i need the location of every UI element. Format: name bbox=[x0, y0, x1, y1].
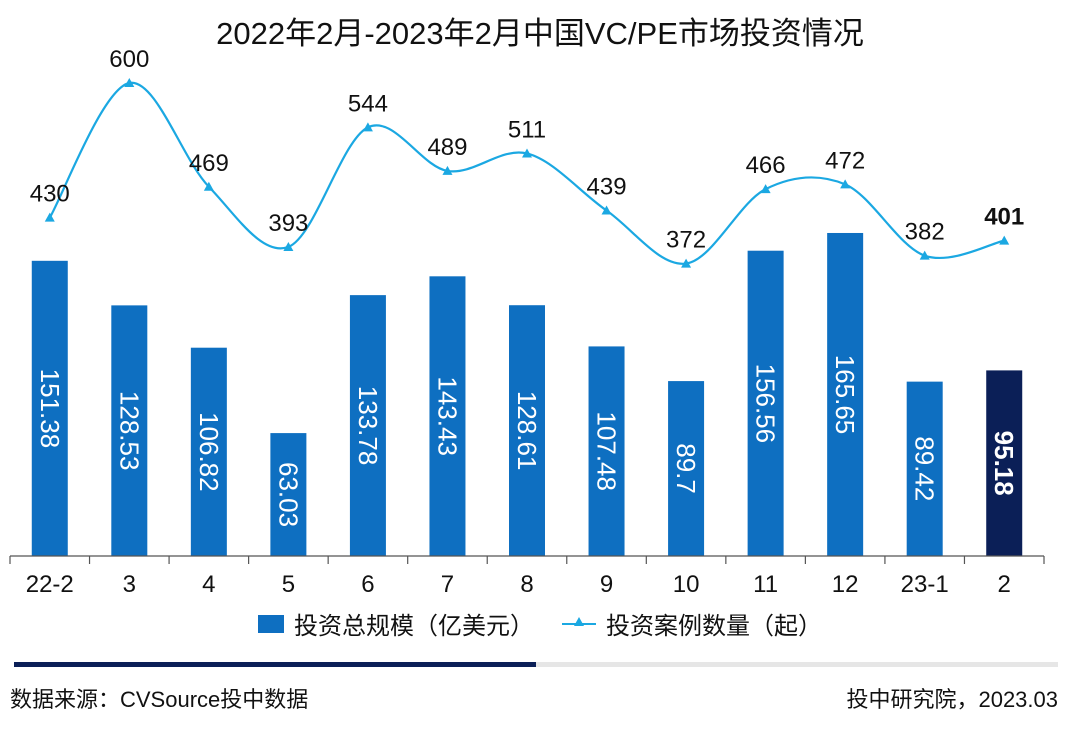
line-label-0: 430 bbox=[30, 181, 70, 208]
source-note: 数据来源：CVSource投中数据 bbox=[10, 687, 309, 712]
bar-10 bbox=[827, 232, 864, 557]
legend-line-swatch bbox=[562, 615, 596, 633]
line-series-path bbox=[48, 81, 1005, 265]
bar-label-5: 143.43 bbox=[432, 376, 462, 456]
legend-bar-label: 投资总规模（亿美元） bbox=[294, 613, 534, 640]
chart-canvas: 151.38 128.53 106.82 63.03 133.78 143.43 128.6… bbox=[9, 46, 1045, 598]
x-tick-label-7: 9 bbox=[600, 571, 613, 598]
x-tick-label-3: 5 bbox=[282, 571, 295, 598]
bar-label-4: 133.78 bbox=[353, 386, 383, 466]
x-tick-label-2: 4 bbox=[202, 571, 215, 598]
bar-2 bbox=[190, 347, 227, 556]
line-label-12: 401 bbox=[984, 204, 1024, 231]
chart-legend: 投资总规模（亿美元） 投资案例数量（起） bbox=[0, 606, 1080, 641]
x-tick-label-9: 11 bbox=[753, 571, 778, 598]
chart-title: 2022年2月-2023年2月中国VC/PE市场投资情况 bbox=[216, 16, 864, 51]
bar-9 bbox=[747, 250, 784, 556]
bar-label-12: 95.18 bbox=[989, 431, 1019, 496]
bar-label-11: 89.42 bbox=[910, 436, 940, 501]
line-marker-5 bbox=[442, 165, 453, 175]
bar-3 bbox=[270, 433, 307, 556]
x-tick-label-12: 2 bbox=[998, 571, 1011, 598]
footer-divider-dark bbox=[14, 662, 536, 667]
line-marker-10 bbox=[840, 179, 851, 189]
line-marker-0 bbox=[44, 212, 55, 222]
legend-bar-swatch bbox=[258, 614, 284, 633]
line-label-2: 469 bbox=[189, 150, 229, 177]
bar-6 bbox=[509, 305, 545, 556]
bar-12 bbox=[986, 370, 1023, 556]
footer-divider-light bbox=[536, 662, 1058, 667]
line-label-5: 489 bbox=[427, 134, 467, 161]
bar-label-9: 156.56 bbox=[751, 364, 781, 444]
x-tick-label-4: 6 bbox=[361, 571, 374, 598]
legend-item-bar: 投资总规模（亿美元） bbox=[258, 606, 534, 641]
bar-label-2: 106.82 bbox=[194, 412, 224, 492]
x-tick-label-0: 22-2 bbox=[26, 571, 74, 598]
bar-4 bbox=[349, 295, 386, 556]
x-tick-label-11: 23-1 bbox=[901, 571, 949, 598]
line-marker-4 bbox=[362, 122, 373, 132]
line-marker-9 bbox=[760, 184, 771, 194]
bar-8 bbox=[668, 381, 705, 556]
legend-line-label: 投资案例数量（起） bbox=[606, 613, 822, 640]
line-marker-3 bbox=[283, 241, 294, 251]
line-label-9: 466 bbox=[746, 152, 786, 179]
line-marker-8 bbox=[681, 258, 692, 268]
bar-label-7: 107.48 bbox=[592, 411, 622, 491]
bar-11 bbox=[906, 381, 943, 556]
line-marker-11 bbox=[919, 250, 930, 260]
bar-label-1: 128.53 bbox=[114, 391, 144, 471]
line-label-6: 511 bbox=[508, 116, 546, 143]
bar-label-0: 151.38 bbox=[35, 369, 65, 449]
line-label-10: 472 bbox=[825, 147, 865, 174]
credit-note: 投中研究院，2023.03 bbox=[846, 687, 1058, 712]
bar-label-3: 63.03 bbox=[273, 462, 303, 527]
line-label-4: 544 bbox=[348, 90, 388, 117]
line-label-3: 393 bbox=[268, 210, 308, 237]
x-tick-label-6: 8 bbox=[520, 571, 533, 598]
line-label-11: 382 bbox=[905, 219, 945, 246]
legend-item-line: 投资案例数量（起） bbox=[562, 606, 822, 641]
bar-7 bbox=[588, 346, 625, 556]
line-marker-2 bbox=[203, 181, 214, 191]
line-marker-6 bbox=[522, 148, 532, 158]
bar-label-10: 165.65 bbox=[830, 355, 860, 435]
x-tick-label-10: 12 bbox=[832, 571, 859, 598]
bar-label-8: 89.7 bbox=[671, 443, 701, 494]
line-marker-12 bbox=[999, 235, 1010, 245]
line-marker-7 bbox=[601, 205, 612, 215]
line-label-1: 600 bbox=[109, 46, 149, 73]
bar-1 bbox=[111, 305, 148, 556]
line-label-7: 439 bbox=[587, 174, 627, 201]
x-tick-label-8: 10 bbox=[673, 571, 700, 598]
bar-label-6: 128.61 bbox=[512, 391, 542, 471]
line-marker-1 bbox=[124, 78, 135, 87]
bar-0 bbox=[31, 260, 68, 556]
x-tick-label-1: 3 bbox=[123, 571, 136, 598]
line-label-8: 372 bbox=[666, 227, 706, 254]
x-tick-label-5: 7 bbox=[441, 571, 454, 598]
bar-5 bbox=[429, 276, 466, 556]
